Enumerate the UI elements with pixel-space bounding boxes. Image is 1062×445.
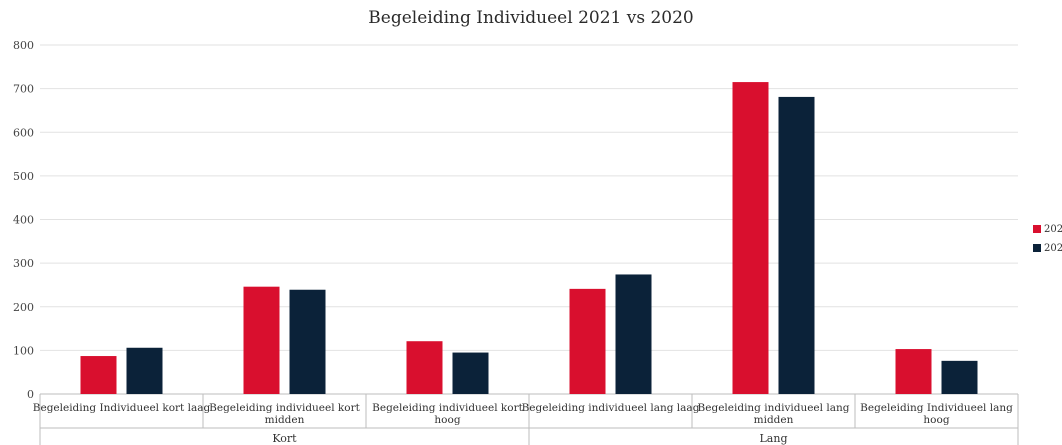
legend-swatch-2020 <box>1033 244 1041 252</box>
x-tick-label: hoog <box>434 414 460 426</box>
y-tick-label: 100 <box>13 344 34 357</box>
bar-2021 <box>80 356 117 394</box>
bar-2021 <box>569 288 606 394</box>
bar-2020 <box>615 274 652 394</box>
bar-2021 <box>895 349 932 394</box>
x-tick-label: midden <box>754 414 794 426</box>
legend-swatch-2021 <box>1033 225 1041 233</box>
x-tick-label: Begeleiding individueel lang <box>698 402 850 414</box>
x-tick-label: Begeleiding Individueel kort laag <box>33 402 211 414</box>
y-tick-label: 600 <box>13 126 34 139</box>
x-tick-label: midden <box>265 414 305 426</box>
y-tick-label: 300 <box>13 257 34 270</box>
x-tick-label: Begeleiding Individueel lang <box>860 402 1013 414</box>
legend: 2021 2020 <box>1033 224 1062 254</box>
x-tick-label: Begeleiding individueel lang laag <box>522 402 700 414</box>
bar-2020 <box>289 289 326 394</box>
y-tick-label: 500 <box>13 170 34 183</box>
legend-label: 2020 <box>1044 243 1062 254</box>
bar-2020 <box>452 352 489 394</box>
x-tick-label: Begeleiding individueel kort <box>372 402 523 414</box>
legend-label: 2021 <box>1044 224 1062 235</box>
bar-2021 <box>243 286 280 394</box>
y-axis: 0 100 200 300 400 500 600 700 800 <box>13 39 34 401</box>
group-label: Lang <box>760 432 788 445</box>
x-tick-label: Begeleiding individueel kort <box>209 402 360 414</box>
group-label: Kort <box>272 432 297 445</box>
y-tick-label: 700 <box>13 83 34 96</box>
gridlines <box>40 44 1018 395</box>
bar-2020 <box>941 360 978 394</box>
y-tick-label: 0 <box>27 388 34 401</box>
x-tick-label: hoog <box>923 414 949 426</box>
y-tick-label: 200 <box>13 301 34 314</box>
x-axis: Begeleiding Individueel kort laagBegelei… <box>33 394 1019 445</box>
bar-2021 <box>406 341 443 394</box>
y-tick-label: 800 <box>13 39 34 52</box>
chart-title: Begeleiding Individueel 2021 vs 2020 <box>368 8 694 28</box>
bar-2020 <box>126 347 163 394</box>
bar-2020 <box>778 96 815 394</box>
bars <box>80 82 978 395</box>
bar-2021 <box>732 82 769 395</box>
y-tick-label: 400 <box>13 214 34 227</box>
